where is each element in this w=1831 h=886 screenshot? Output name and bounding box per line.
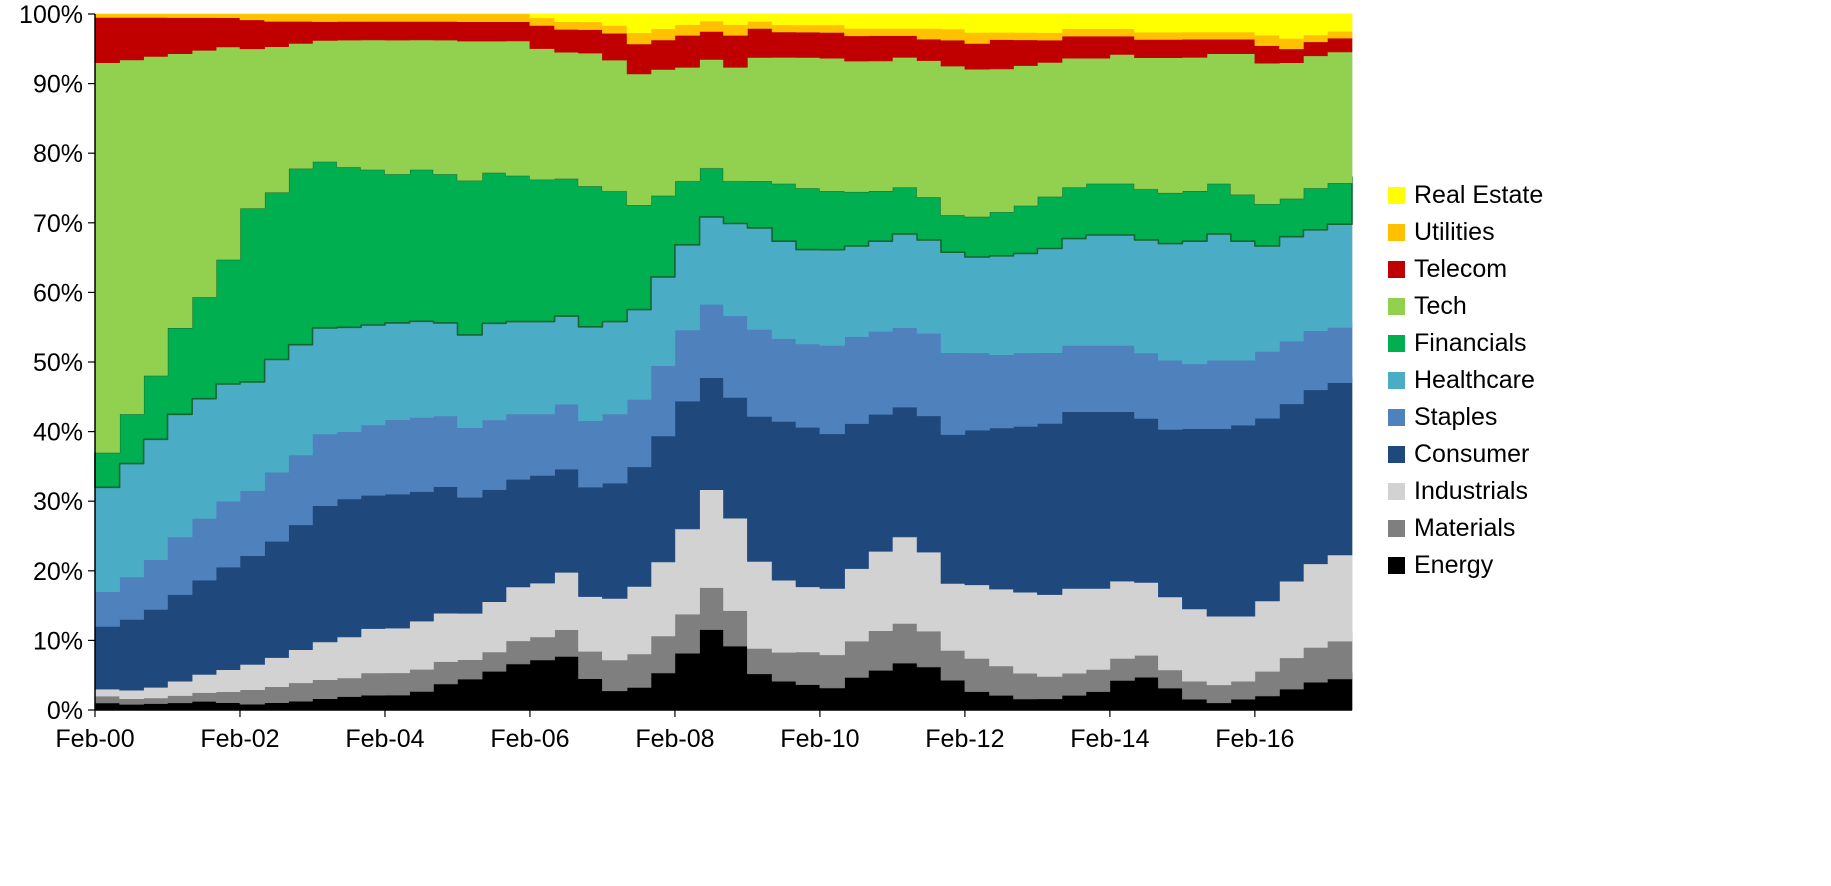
x-axis-label: Feb-00 bbox=[55, 725, 134, 753]
legend-label: Industrials bbox=[1414, 477, 1528, 505]
legend-label: Healthcare bbox=[1414, 366, 1535, 394]
x-axis-label: Feb-08 bbox=[635, 725, 714, 753]
x-axis-label: Feb-06 bbox=[490, 725, 569, 753]
x-axis-label: Feb-14 bbox=[1070, 725, 1149, 753]
y-axis-label: 0% bbox=[47, 697, 83, 725]
y-axis-label: 50% bbox=[33, 349, 83, 377]
legend-label: Staples bbox=[1414, 403, 1498, 431]
legend-item-healthcare: Healthcare bbox=[1388, 367, 1543, 393]
legend-label: Tech bbox=[1414, 292, 1467, 320]
legend-label: Utilities bbox=[1414, 218, 1495, 246]
x-axis-label: Feb-04 bbox=[345, 725, 424, 753]
legend-swatch-telecom bbox=[1388, 260, 1405, 278]
x-axis-label: Feb-16 bbox=[1215, 725, 1294, 753]
y-axis-label: 60% bbox=[33, 279, 83, 307]
legend-item-telecom: Telecom bbox=[1388, 256, 1543, 282]
y-axis-label: 100% bbox=[19, 1, 83, 29]
y-axis-label: 90% bbox=[33, 71, 83, 99]
legend-swatch-real-estate bbox=[1388, 186, 1405, 204]
legend-swatch-industrials bbox=[1388, 482, 1405, 500]
legend-item-staples: Staples bbox=[1388, 404, 1543, 430]
legend-label: Materials bbox=[1414, 514, 1516, 542]
y-axis-label: 20% bbox=[33, 558, 83, 586]
y-axis-label: 30% bbox=[33, 488, 83, 516]
legend-swatch-healthcare bbox=[1388, 371, 1405, 389]
area-real-estate bbox=[94, 13, 1353, 39]
x-axis-label: Feb-12 bbox=[925, 725, 1004, 753]
y-axis-label: 40% bbox=[33, 419, 83, 447]
legend-swatch-energy bbox=[1388, 556, 1405, 574]
legend-item-tech: Tech bbox=[1388, 293, 1543, 319]
y-axis-label: 80% bbox=[33, 140, 83, 168]
legend-item-materials: Materials bbox=[1388, 515, 1543, 541]
legend-swatch-staples bbox=[1388, 408, 1405, 426]
legend-item-consumer: Consumer bbox=[1388, 441, 1543, 467]
legend-swatch-tech bbox=[1388, 297, 1405, 315]
legend-swatch-materials bbox=[1388, 519, 1405, 537]
legend-swatch-utilities bbox=[1388, 223, 1405, 241]
y-axis-label: 10% bbox=[33, 627, 83, 655]
x-axis-label: Feb-10 bbox=[780, 725, 859, 753]
legend-item-utilities: Utilities bbox=[1388, 219, 1543, 245]
legend-swatch-consumer bbox=[1388, 445, 1405, 463]
legend-item-financials: Financials bbox=[1388, 330, 1543, 356]
legend-label: Real Estate bbox=[1414, 181, 1544, 209]
legend-label: Financials bbox=[1414, 329, 1527, 357]
legend-item-industrials: Industrials bbox=[1388, 478, 1543, 504]
legend-item-energy: Energy bbox=[1388, 552, 1543, 578]
legend-label: Consumer bbox=[1414, 440, 1530, 468]
x-axis-label: Feb-02 bbox=[200, 725, 279, 753]
legend-item-real-estate: Real Estate bbox=[1388, 182, 1543, 208]
y-axis-label: 70% bbox=[33, 210, 83, 238]
legend-label: Telecom bbox=[1414, 255, 1508, 283]
legend-label: Energy bbox=[1414, 551, 1494, 579]
chart-legend: Real Estate Utilities Telecom Tech Financial… bbox=[1388, 182, 1543, 578]
legend-swatch-financials bbox=[1388, 334, 1405, 352]
